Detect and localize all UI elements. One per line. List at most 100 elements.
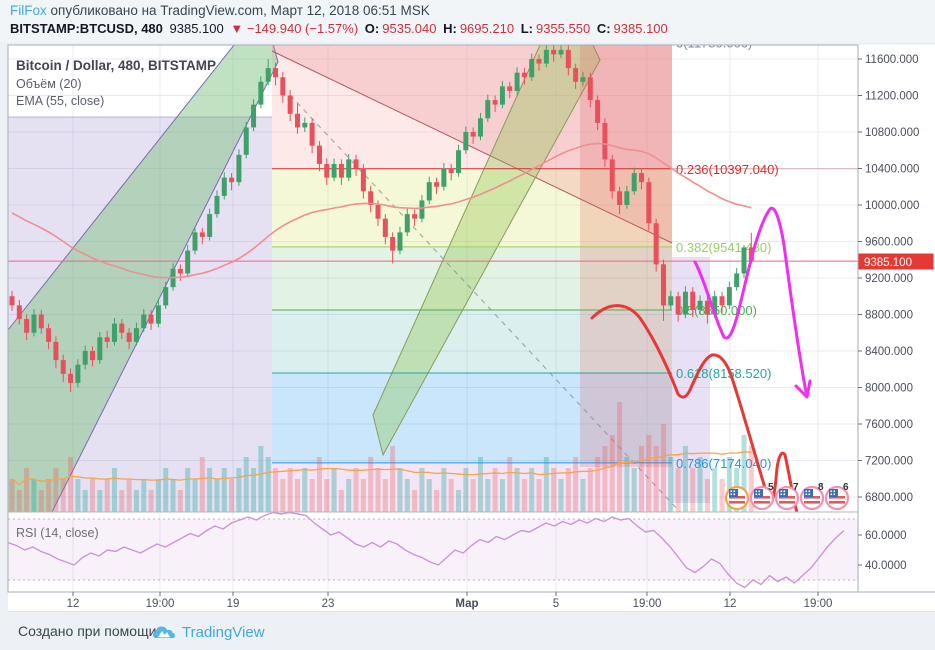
- candle-body: [719, 296, 725, 306]
- volume-bar: [53, 468, 59, 512]
- price-tick-label: 8400.000: [865, 346, 913, 358]
- volume-bar: [324, 479, 330, 512]
- flag-canton: [804, 489, 813, 497]
- candle-body: [529, 59, 535, 78]
- volume-bar: [338, 490, 344, 512]
- hand-drawn-magenta-line: [693, 206, 808, 394]
- event-count-badge: 5: [768, 482, 774, 493]
- candle-body: [419, 200, 425, 219]
- candle-body: [273, 68, 279, 78]
- symbol-name[interactable]: BITSTAMP:BTCUSD, 480: [10, 21, 163, 36]
- flag-stripe: [779, 501, 795, 504]
- candle-body: [287, 95, 293, 114]
- time-tick-label: 23: [322, 598, 335, 610]
- volume-bar: [207, 468, 213, 512]
- tradingview-brand-link[interactable]: TradingView: [182, 623, 265, 641]
- flag-stripe: [829, 496, 845, 499]
- price-axis-background[interactable]: [858, 45, 935, 592]
- flag-canton: [729, 489, 738, 497]
- volume-bar: [646, 435, 652, 512]
- time-axis-background[interactable]: [8, 592, 935, 612]
- candle-body: [463, 132, 469, 151]
- time-axis[interactable]: 12 19:00 19 23 Мар 5 19:00 12 19:00: [67, 592, 833, 610]
- volume-bar: [639, 446, 645, 512]
- volume-bar: [214, 479, 220, 512]
- candle-body: [397, 232, 403, 251]
- us-flag-event-icon[interactable]: [724, 485, 750, 511]
- candle-body: [492, 100, 498, 105]
- price-tick-label: 10800.000: [865, 127, 919, 139]
- ema-line: [11, 142, 752, 279]
- chart-legend-ema[interactable]: EMA (55, close): [16, 94, 104, 108]
- fib-band: [272, 309, 672, 374]
- candle-body: [148, 314, 154, 324]
- candle-body: [712, 296, 718, 315]
- candle-body: [587, 77, 593, 101]
- volume-bar: [75, 479, 81, 512]
- volume-bar: [199, 457, 205, 512]
- author-link[interactable]: FilFox: [10, 3, 47, 18]
- volume-bar: [419, 468, 425, 512]
- current-price-badge-text: 9385.100: [864, 257, 912, 269]
- magenta-arrowhead-icon: [794, 379, 812, 399]
- flag-stripe: [754, 496, 770, 499]
- price-axis[interactable]: 11600.000 11200.000 10800.000 10400.000 1000…: [858, 54, 919, 572]
- rect: [808, 490, 811, 493]
- rect: [833, 490, 836, 493]
- candle-body: [697, 300, 703, 310]
- volume-bar: [185, 468, 191, 512]
- candle-body: [741, 247, 747, 274]
- candle-body: [617, 191, 623, 205]
- candle-body: [375, 205, 381, 219]
- volume-bar: [587, 468, 593, 512]
- candle-body: [16, 305, 22, 320]
- volume-bar: [155, 479, 161, 512]
- tradingview-logo-icon[interactable]: [152, 623, 176, 642]
- volume-bar: [477, 457, 483, 512]
- high-value: 9695.210: [459, 21, 515, 36]
- ascending-channel-left: [8, 45, 279, 512]
- candle-body: [302, 122, 308, 128]
- hand-drawn-annotations[interactable]: [590, 206, 812, 513]
- price-tick-label: 9200.000: [865, 273, 913, 285]
- volume-bar: [712, 468, 718, 512]
- volume-bar: [31, 479, 37, 512]
- volume-bar: [141, 479, 147, 512]
- candle-body: [499, 86, 505, 105]
- volume-bar: [617, 402, 623, 512]
- candle-body: [31, 314, 37, 333]
- rsi-tick-label: 40.0000: [865, 560, 907, 572]
- candle-body: [573, 68, 579, 82]
- attribution-text: Создано при помощи: [18, 623, 157, 639]
- chart-legend-volume[interactable]: Объём (20): [16, 77, 82, 91]
- fib-band: [272, 246, 672, 310]
- volume-bar: [434, 490, 440, 512]
- price-tick-label: 11200.000: [865, 91, 919, 103]
- candle-body: [675, 296, 681, 315]
- rect: [755, 493, 758, 496]
- us-flag-event-icon[interactable]: 6: [824, 482, 850, 511]
- volume-bar: [309, 479, 315, 512]
- rect: [730, 490, 733, 493]
- us-flag-event-icon[interactable]: 5: [749, 482, 775, 511]
- volume-bar: [609, 435, 615, 512]
- us-flag-event-icon[interactable]: 8: [799, 482, 825, 511]
- candle-body: [690, 291, 696, 310]
- volume-bar: [38, 490, 44, 512]
- candle-body: [111, 323, 117, 342]
- price-tick-label: 6800.000: [865, 492, 913, 504]
- volume-bar: [177, 490, 183, 512]
- volume-bar: [485, 479, 491, 512]
- volume-bar: [558, 479, 564, 512]
- chart-legend-title[interactable]: Bitcoin / Dollar, 480, BITSTAMP: [16, 58, 216, 73]
- candle-body: [221, 177, 227, 196]
- rsi-legend[interactable]: RSI (14, close): [16, 526, 99, 540]
- chart-canvas[interactable]: 0(11780.000) 0.236(10397.040) 0.382(9541.4…: [0, 42, 935, 612]
- us-flag-event-icon[interactable]: 7: [774, 482, 800, 511]
- candle-body: [243, 127, 249, 155]
- rect: [805, 493, 808, 496]
- volume-bar: [119, 490, 125, 512]
- volume-bar: [631, 468, 637, 512]
- candle-body: [624, 191, 630, 205]
